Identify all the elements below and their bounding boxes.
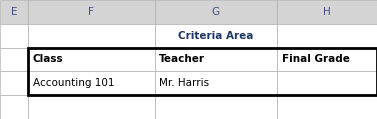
Bar [28, 71, 155, 95]
Bar [277, 48, 377, 71]
Text: Mr. Harris: Mr. Harris [159, 78, 209, 88]
Bar [28, 95, 155, 119]
Bar [155, 48, 277, 71]
Bar [28, 0, 155, 24]
Bar [277, 95, 377, 119]
Bar [0, 95, 28, 119]
Text: Criteria Area: Criteria Area [178, 31, 253, 41]
Bar [28, 48, 155, 71]
Bar [28, 48, 377, 95]
Text: G: G [212, 7, 220, 17]
Bar [0, 24, 28, 48]
Bar [277, 71, 377, 95]
Bar [155, 95, 277, 119]
Bar [277, 24, 377, 48]
Text: E: E [11, 7, 17, 17]
Bar [0, 48, 28, 71]
Bar [28, 24, 155, 48]
Bar [155, 71, 277, 95]
Bar [277, 0, 377, 24]
Bar [0, 71, 28, 95]
Text: Accounting 101: Accounting 101 [33, 78, 114, 88]
Bar [155, 0, 277, 24]
Text: F: F [89, 7, 94, 17]
Text: Teacher: Teacher [159, 55, 205, 64]
Bar [155, 24, 277, 48]
Text: H: H [323, 7, 331, 17]
Text: Class: Class [33, 55, 63, 64]
Text: Final Grade: Final Grade [282, 55, 349, 64]
Bar [0, 0, 28, 24]
